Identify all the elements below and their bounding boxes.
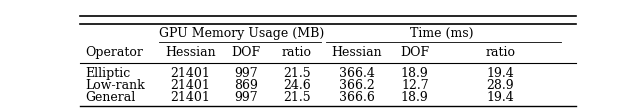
Text: 21.5: 21.5 (283, 67, 311, 80)
Text: Time (ms): Time (ms) (410, 27, 474, 40)
Text: 19.4: 19.4 (486, 92, 514, 104)
Text: General: General (85, 92, 135, 104)
Text: 21401: 21401 (170, 92, 211, 104)
Text: 24.6: 24.6 (283, 79, 311, 92)
Text: Operator: Operator (85, 46, 143, 59)
Text: DOF: DOF (400, 46, 429, 59)
Text: Hessian: Hessian (332, 46, 382, 59)
Text: 21401: 21401 (170, 67, 211, 80)
Text: 21.5: 21.5 (283, 92, 311, 104)
Text: Elliptic: Elliptic (85, 67, 130, 80)
Text: 28.9: 28.9 (486, 79, 514, 92)
Text: ratio: ratio (282, 46, 312, 59)
Text: 997: 997 (234, 92, 258, 104)
Text: 18.9: 18.9 (401, 67, 429, 80)
Text: 366.2: 366.2 (339, 79, 374, 92)
Text: 12.7: 12.7 (401, 79, 429, 92)
Text: Hessian: Hessian (165, 46, 216, 59)
Text: Low-rank: Low-rank (85, 79, 145, 92)
Text: 21401: 21401 (170, 79, 211, 92)
Text: DOF: DOF (232, 46, 260, 59)
Text: 18.9: 18.9 (401, 92, 429, 104)
Text: ratio: ratio (485, 46, 515, 59)
Text: GPU Memory Usage (MB): GPU Memory Usage (MB) (159, 27, 324, 40)
Text: 19.4: 19.4 (486, 67, 514, 80)
Text: 997: 997 (234, 67, 258, 80)
Text: 366.4: 366.4 (339, 67, 374, 80)
Text: 366.6: 366.6 (339, 92, 374, 104)
Text: 869: 869 (234, 79, 258, 92)
